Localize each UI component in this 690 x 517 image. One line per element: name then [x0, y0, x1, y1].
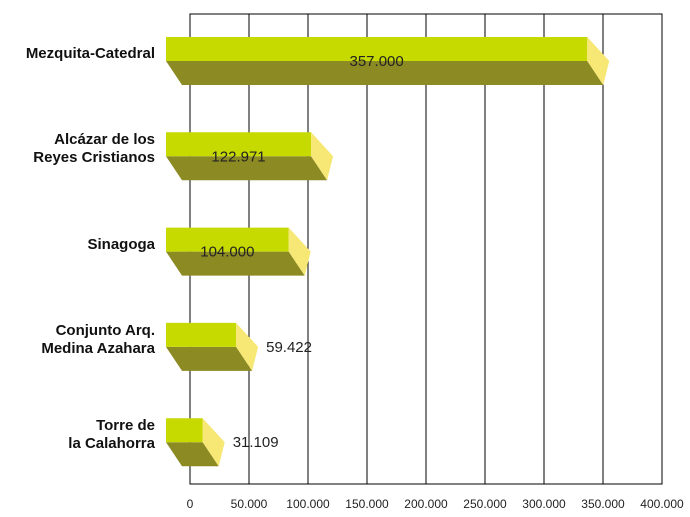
x-tick-label: 100.000 — [286, 497, 330, 511]
x-tick-label: 200.000 — [404, 497, 448, 511]
x-tick-label: 50.000 — [231, 497, 268, 511]
value-label: 59.422 — [266, 339, 312, 356]
bar-top — [166, 37, 588, 61]
x-tick-label: 350.000 — [581, 497, 625, 511]
bar-top — [166, 227, 289, 252]
category-label: Mezquita-Catedral — [25, 45, 155, 62]
category-label: Torre de la Calahorra — [68, 417, 155, 453]
bar-cap — [236, 322, 259, 371]
category-label: Sinagoga — [87, 235, 155, 253]
x-tick-label: 150.000 — [345, 497, 389, 511]
category-label: Conjunto Arq. Medina Azahara — [41, 321, 155, 357]
x-tick-label: 0 — [187, 497, 194, 511]
bar-top — [166, 322, 237, 347]
bar-cap — [288, 227, 311, 276]
bar-cap — [587, 37, 610, 85]
x-tick-label: 400.000 — [640, 497, 684, 511]
x-tick-label: 250.000 — [463, 497, 507, 511]
bar-cap — [202, 418, 225, 467]
bar-top — [166, 132, 312, 157]
x-tick-label: 300.000 — [522, 497, 566, 511]
value-label: 357.000 — [350, 53, 404, 70]
bar-front — [166, 156, 328, 181]
bar-front — [166, 61, 604, 85]
category-label: Alcázar de los Reyes Cristianos — [33, 131, 155, 167]
bar-top — [166, 418, 203, 443]
bar-cap — [311, 132, 334, 181]
value-label: 104.000 — [200, 244, 254, 261]
value-label: 122.971 — [211, 148, 265, 165]
value-label: 31.109 — [233, 434, 279, 451]
bar-front — [166, 442, 219, 467]
bar-front — [166, 251, 305, 276]
bar-front — [166, 346, 253, 371]
